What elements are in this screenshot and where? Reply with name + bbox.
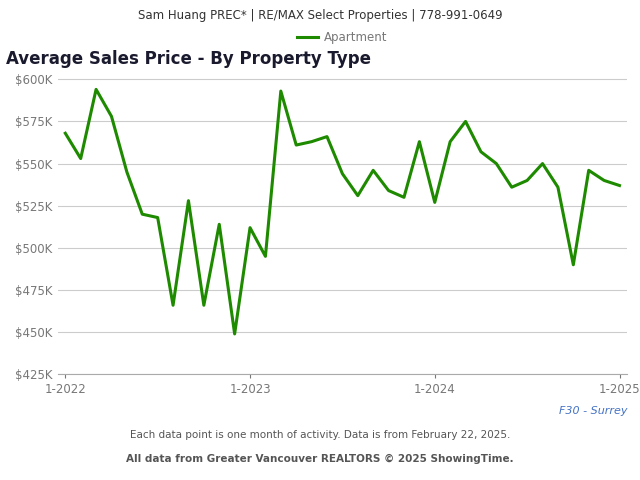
Legend: Apartment: Apartment [292, 26, 392, 48]
Text: All data from Greater Vancouver REALTORS © 2025 ShowingTime.: All data from Greater Vancouver REALTORS… [126, 454, 514, 464]
Text: Sam Huang PREC* | RE/MAX Select Properties | 778-991-0649: Sam Huang PREC* | RE/MAX Select Properti… [138, 9, 502, 22]
Text: F30 - Surrey: F30 - Surrey [559, 406, 627, 416]
Text: Average Sales Price - By Property Type: Average Sales Price - By Property Type [6, 50, 371, 68]
Text: Each data point is one month of activity. Data is from February 22, 2025.: Each data point is one month of activity… [130, 430, 510, 440]
